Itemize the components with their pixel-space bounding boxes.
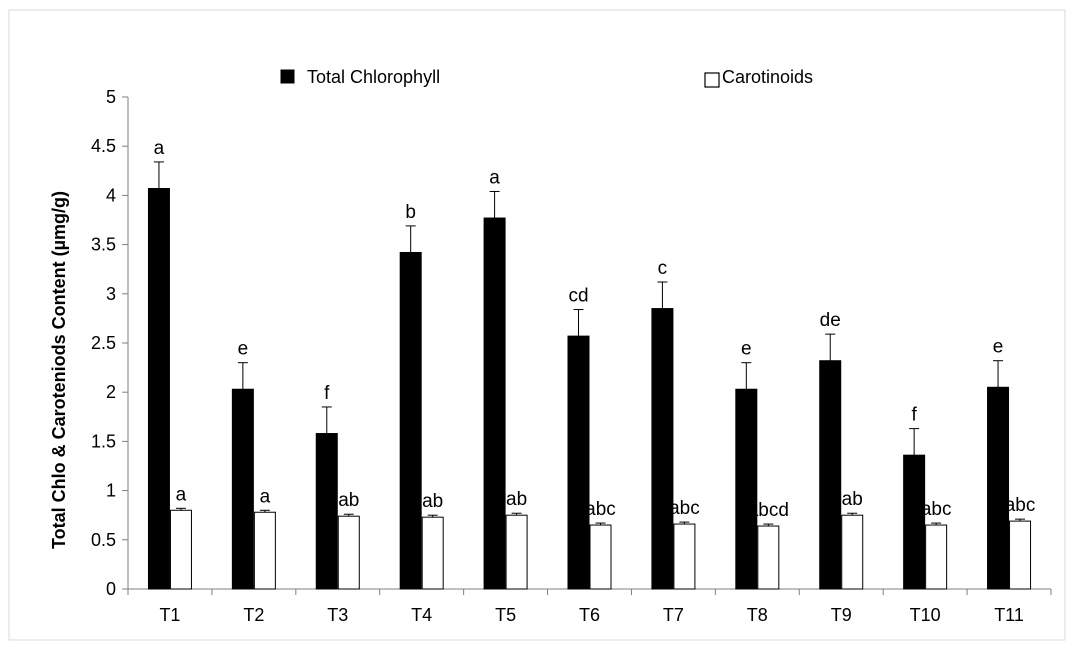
bar-total-chlorophyll — [147, 188, 170, 590]
legend-label-carotinoids: Carotinoids — [722, 67, 813, 87]
bar-carotinoids — [589, 524, 612, 590]
legend-label-total-chlorophyll: Total Chlorophyll — [307, 67, 440, 87]
data-label-carotinoids: ab — [842, 489, 863, 510]
y-tick-label: 3.5 — [91, 235, 116, 255]
bar-total-chlorophyll — [903, 454, 926, 590]
data-labels: a e f b a cd c e de f e a a ab ab ab abc abc abcd ab abc abc — [154, 138, 1036, 521]
x-tick-label: T8 — [747, 605, 768, 625]
data-label-carotinoids: ab — [422, 491, 443, 512]
legend-swatch-carotinoids — [704, 72, 720, 88]
error-bars — [153, 161, 1026, 527]
bar-carotinoids — [925, 524, 948, 590]
data-label-total-chlorophyll: e — [238, 339, 249, 360]
x-tick-label: T1 — [159, 605, 180, 625]
data-label-total-chlorophyll: e — [741, 339, 752, 360]
y-tick-label: 2.5 — [91, 333, 116, 353]
data-label-carotinoids: ab — [506, 489, 527, 510]
bar-carotinoids — [841, 514, 864, 590]
bar-carotinoids — [337, 515, 360, 590]
x-tick-label: T7 — [663, 605, 684, 625]
data-label-total-chlorophyll: f — [911, 405, 917, 426]
bar-carotinoids — [169, 509, 192, 590]
bar-carotinoids — [505, 514, 528, 590]
bar-carotinoids — [673, 523, 696, 590]
y-axis-title: Total Chlo & Caroteniods Content (µmg/g) — [49, 191, 69, 549]
data-label-carotinoids: abc — [1005, 495, 1036, 516]
x-tick-label: T10 — [910, 605, 941, 625]
data-label-carotinoids: a — [176, 484, 187, 505]
y-tick-label: 2 — [106, 382, 116, 402]
bar-total-chlorophyll — [231, 388, 254, 590]
x-tick-label: T4 — [411, 605, 432, 625]
legend-swatch-total-chlorophyll — [280, 69, 295, 84]
y-tick-label: 0.5 — [91, 530, 116, 550]
y-tick-label: 0 — [106, 579, 116, 599]
y-tick-label: 1.5 — [91, 431, 116, 451]
bar-total-chlorophyll — [399, 251, 422, 590]
bars — [147, 188, 1032, 590]
data-label-carotinoids: ab — [338, 490, 359, 511]
x-tick-label: T2 — [243, 605, 264, 625]
y-tick-label: 5 — [106, 87, 116, 107]
bar-carotinoids — [757, 525, 780, 590]
legend: Total Chlorophyll Carotinoids — [280, 67, 813, 88]
y-axis: 0 0.5 1 1.5 2 2.5 3 3.5 4 4.5 5 — [91, 87, 129, 599]
chart-border — [8, 9, 1066, 641]
bar-total-chlorophyll — [735, 388, 758, 590]
x-tick-label: T6 — [579, 605, 600, 625]
bar-total-chlorophyll — [567, 335, 590, 590]
x-tick-label: T9 — [831, 605, 852, 625]
data-label-carotinoids: abc — [921, 499, 952, 520]
bar-total-chlorophyll — [987, 386, 1010, 590]
data-label-total-chlorophyll: a — [154, 138, 165, 159]
data-label-carotinoids: abc — [669, 498, 700, 519]
data-label-carotinoids: a — [260, 486, 271, 507]
y-tick-label: 4.5 — [91, 136, 116, 156]
x-tick-label: T5 — [495, 605, 516, 625]
data-label-total-chlorophyll: de — [820, 310, 841, 331]
data-label-total-chlorophyll: c — [658, 258, 668, 279]
x-axis: T1 T2 T3 T4 T5 T6 T7 T8 T9 T10 T11 — [127, 588, 1052, 625]
bar-total-chlorophyll — [483, 217, 506, 590]
bar-carotinoids — [421, 516, 444, 590]
x-tick-label: T11 — [994, 605, 1024, 625]
data-label-carotinoids: abcd — [748, 500, 789, 521]
data-label-total-chlorophyll: f — [324, 383, 330, 404]
y-tick-label: 3 — [106, 284, 116, 304]
data-label-carotinoids: abc — [585, 499, 616, 520]
bar-carotinoids — [253, 511, 276, 590]
bar-carotinoids — [1009, 520, 1032, 590]
bar-total-chlorophyll — [651, 308, 674, 590]
y-tick-label: 1 — [106, 481, 116, 501]
bar-total-chlorophyll — [819, 360, 842, 590]
data-label-total-chlorophyll: cd — [568, 286, 588, 307]
data-label-total-chlorophyll: b — [405, 202, 416, 223]
bar-total-chlorophyll — [315, 433, 338, 590]
data-label-total-chlorophyll: a — [489, 167, 500, 188]
y-tick-label: 4 — [106, 185, 116, 205]
data-label-total-chlorophyll: e — [993, 337, 1004, 358]
x-tick-label: T3 — [327, 605, 348, 625]
